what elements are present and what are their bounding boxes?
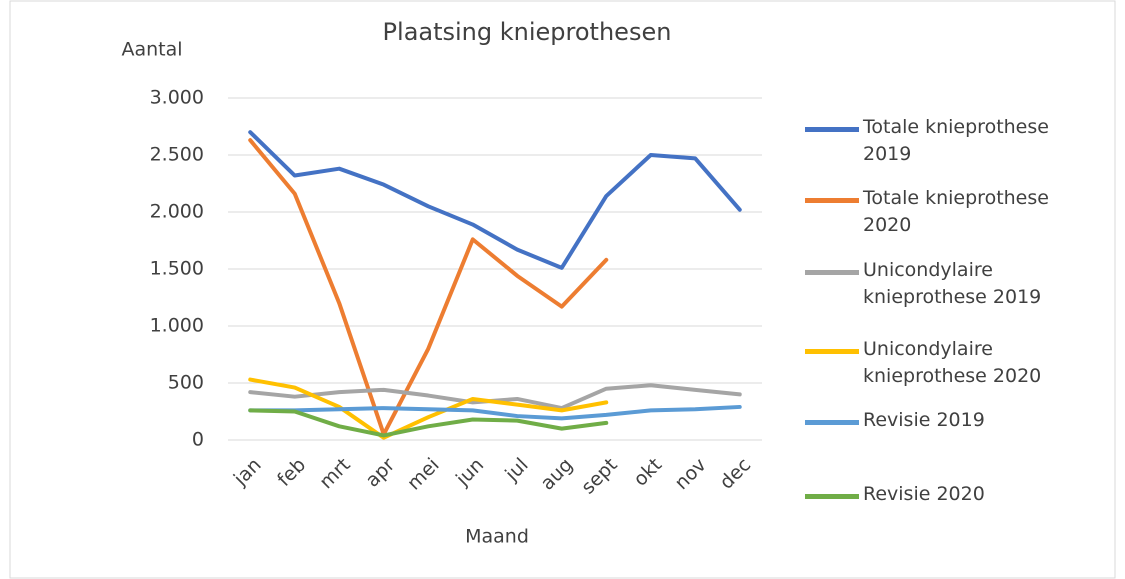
y-tick-label: 500 (168, 372, 204, 394)
x-tick-label: jun (451, 454, 488, 491)
chart-title: Plaatsing knieprothesen (383, 18, 672, 46)
x-tick-label: apr (361, 454, 399, 492)
legend-swatch (805, 198, 859, 203)
legend-label: Unicondylaire knieprothese 2020 (863, 338, 1042, 387)
x-tick-label: feb (273, 454, 310, 491)
legend-swatch (805, 349, 859, 354)
legend-label: Revisie 2020 (863, 483, 985, 505)
y-tick-label: 0 (192, 429, 204, 451)
y-tick-label: 1.500 (150, 258, 204, 280)
x-tick-label: mrt (315, 454, 354, 493)
x-axis-label: Maand (465, 526, 529, 548)
series-line (248, 404, 742, 421)
x-tick-label: jul (500, 454, 532, 486)
x-tick-label: sept (577, 454, 622, 499)
y-axis-label: Aantal (121, 39, 182, 61)
x-tick-label: jan (229, 454, 266, 491)
legend-swatch (805, 420, 859, 425)
legend-item: Revisie 2020 (805, 483, 1115, 508)
x-tick-label: mei (403, 454, 444, 495)
legend-label: Unicondylaire knieprothese 2019 (863, 259, 1042, 308)
series-line (248, 377, 609, 440)
chart-border (9, 0, 1116, 579)
x-tick-label: okt (629, 454, 666, 491)
x-tick-label: dec (715, 454, 755, 494)
series-line (248, 383, 742, 411)
legend-item: Unicondylaire knieprothese 2020 (805, 338, 1115, 390)
series-line (248, 138, 609, 437)
y-tick-label: 2.500 (150, 144, 204, 166)
y-tick-label: 2.000 (150, 201, 204, 223)
x-tick-label: aug (536, 454, 577, 495)
legend-swatch (805, 494, 859, 499)
series-line (248, 408, 609, 438)
legend-swatch (805, 127, 859, 132)
x-tick-label: nov (670, 454, 710, 494)
series-line (248, 130, 742, 270)
legend-item: Revisie 2019 (805, 409, 1115, 434)
y-tick-label: 3.000 (150, 87, 204, 109)
legend-item: Unicondylaire knieprothese 2019 (805, 259, 1115, 311)
legend-label: Totale knieprothese 2020 (863, 187, 1049, 236)
legend-swatch (805, 270, 859, 275)
legend-label: Revisie 2019 (863, 409, 985, 431)
legend-item: Totale knieprothese 2019 (805, 116, 1115, 168)
legend-item: Totale knieprothese 2020 (805, 187, 1115, 239)
legend-label: Totale knieprothese 2019 (863, 116, 1049, 165)
y-tick-label: 1.000 (150, 315, 204, 337)
